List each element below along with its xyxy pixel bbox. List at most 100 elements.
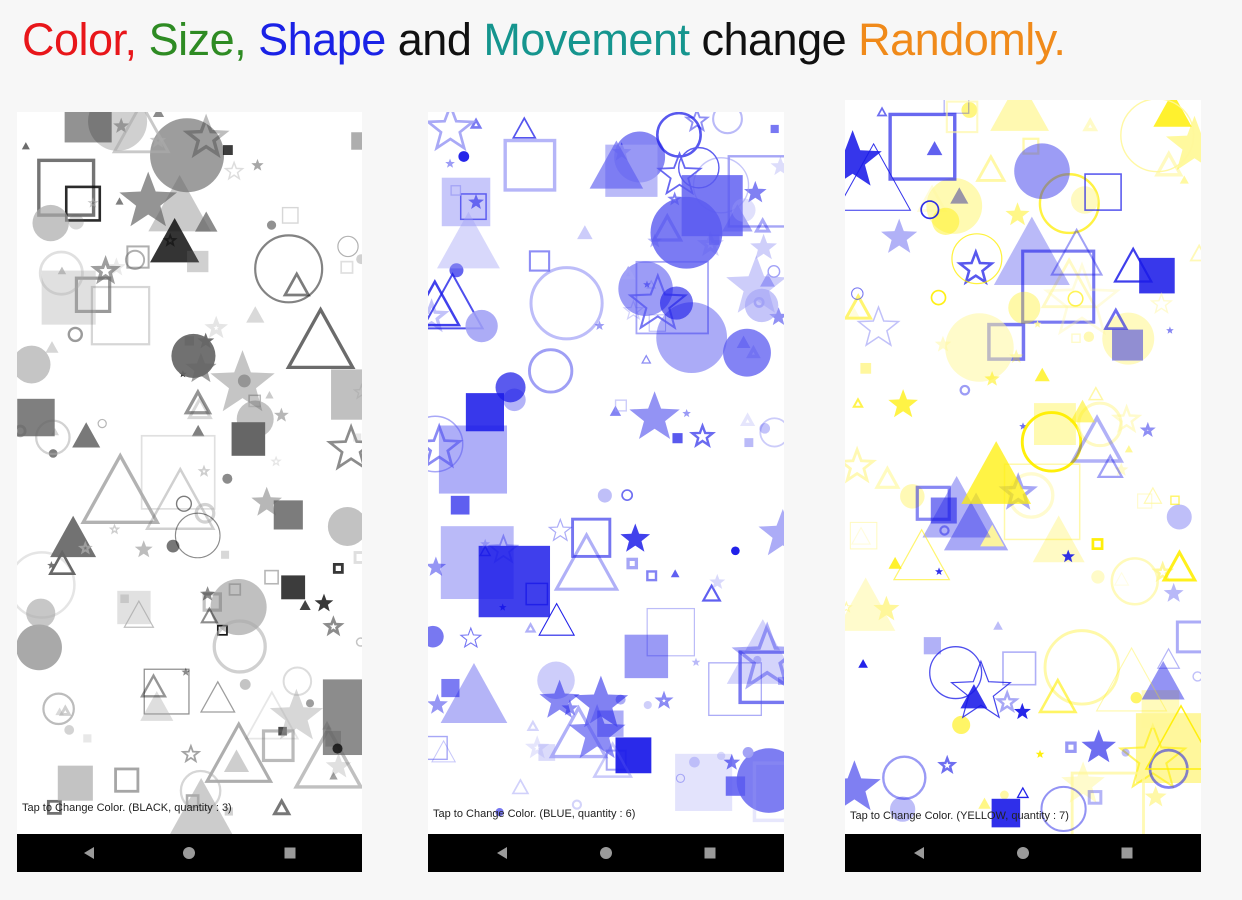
headline-word-randomly: Randomly. — [858, 14, 1066, 65]
star-shape — [428, 422, 464, 469]
circle-shape — [759, 423, 771, 434]
star-shape — [1149, 291, 1174, 314]
circle-shape — [166, 539, 180, 553]
triangle-shape — [1050, 227, 1104, 276]
triangle-shape — [1103, 307, 1129, 331]
star-shape — [314, 593, 334, 612]
triangle-shape — [45, 341, 59, 353]
square-shape — [41, 270, 96, 325]
nav-back-button[interactable] — [482, 834, 522, 872]
phone-screen-blue[interactable]: Tap to Change Color. (BLUE, quantity : 6… — [428, 112, 784, 872]
nav-home-button[interactable] — [586, 834, 626, 872]
headline-word-color: Color, — [22, 14, 137, 65]
android-nav-bar — [428, 834, 784, 872]
star-shape — [204, 315, 228, 339]
triangle-shape — [1179, 175, 1189, 184]
nav-back-button[interactable] — [69, 834, 109, 872]
triangle-shape — [922, 475, 991, 538]
star-shape — [643, 280, 651, 288]
star-shape — [1163, 582, 1184, 602]
square-shape — [752, 761, 784, 823]
star-shape — [468, 193, 484, 209]
triangle-shape — [1087, 386, 1104, 401]
triangle-shape — [1070, 414, 1124, 463]
square-shape — [849, 521, 878, 550]
square-shape — [90, 285, 151, 346]
star-shape — [723, 753, 741, 770]
triangle-shape — [199, 680, 236, 713]
nav-home-button[interactable] — [1003, 834, 1043, 872]
circle-shape — [1110, 557, 1159, 606]
circle-shape — [1077, 401, 1123, 448]
circle-shape — [458, 151, 470, 162]
square-shape — [228, 583, 242, 596]
nav-back-button[interactable] — [899, 834, 939, 872]
star-shape — [325, 753, 352, 778]
star-shape — [1114, 462, 1129, 476]
circle-shape — [621, 489, 634, 502]
triangle-shape — [950, 187, 969, 204]
triangle-shape — [293, 725, 362, 789]
star-shape — [845, 760, 881, 811]
circle-shape — [926, 178, 983, 234]
star-shape — [568, 704, 626, 759]
triangle-shape — [431, 739, 457, 763]
headline: Color, Size, Shape and Movement change R… — [22, 12, 1066, 68]
square-shape — [264, 569, 279, 585]
square-shape — [64, 112, 112, 143]
phone-screen-yellow[interactable]: Tap to Change Color. (YELLOW, quantity :… — [845, 100, 1201, 872]
shape-canvas[interactable] — [428, 112, 784, 834]
star-shape — [480, 538, 491, 549]
tap-status-text: Tap to Change Color. (BLUE, quantity : 6… — [433, 808, 636, 820]
triangle-shape — [858, 659, 868, 668]
nav-recents-button[interactable] — [690, 834, 730, 872]
square-shape — [278, 726, 287, 736]
nav-recents-button[interactable] — [1107, 834, 1147, 872]
star-shape — [594, 320, 605, 330]
circle-shape — [179, 769, 222, 812]
back-triangle-icon — [914, 847, 924, 859]
circle-shape — [210, 579, 267, 636]
triangle-shape — [589, 140, 644, 189]
triangle-shape — [148, 175, 211, 232]
nav-home-button[interactable] — [169, 834, 209, 872]
star-shape — [689, 422, 716, 448]
triangle-shape — [1156, 647, 1181, 669]
circle-shape — [327, 506, 362, 547]
triangle-shape — [620, 265, 636, 280]
triangle-shape — [1070, 399, 1096, 423]
tap-status-text: Tap to Change Color. (YELLOW, quantity :… — [850, 810, 1069, 822]
circle-shape — [951, 233, 1003, 285]
star-shape — [1139, 421, 1156, 438]
triangle-shape — [1144, 704, 1201, 770]
star-shape — [134, 540, 153, 558]
headline-word-movement: Movement — [483, 14, 690, 65]
phone-screen-black[interactable]: Tap to Change Color. (BLACK, quantity : … — [17, 112, 362, 872]
triangle-shape — [150, 218, 200, 263]
triangle-shape — [478, 545, 492, 557]
star-shape — [1009, 349, 1024, 363]
star-shape — [1013, 702, 1031, 720]
shape-canvas[interactable] — [845, 100, 1201, 834]
triangle-shape — [282, 271, 311, 297]
android-nav-bar — [845, 834, 1201, 872]
circle-shape — [1000, 790, 1009, 800]
triangle-shape — [329, 771, 338, 780]
square-shape — [1091, 538, 1104, 550]
star-shape — [428, 112, 477, 152]
star-shape — [251, 158, 264, 171]
circle-shape — [32, 204, 69, 242]
square-shape — [57, 765, 93, 801]
recents-square-icon — [1121, 847, 1133, 859]
circle-shape — [222, 473, 233, 484]
star-shape — [873, 595, 900, 621]
nav-recents-button[interactable] — [270, 834, 310, 872]
shape-canvas[interactable] — [17, 112, 362, 834]
star-shape — [199, 586, 216, 601]
circle-shape — [38, 250, 84, 296]
circle-shape — [1014, 143, 1070, 200]
circle-shape — [254, 234, 324, 304]
square-shape — [1022, 137, 1040, 155]
android-nav-bar — [17, 834, 362, 872]
square-shape — [459, 193, 487, 221]
